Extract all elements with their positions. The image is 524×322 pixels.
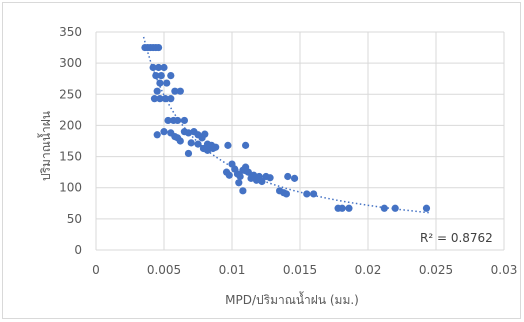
x-tick-label: 0.025 <box>419 263 453 277</box>
data-point <box>154 43 163 52</box>
data-point <box>149 63 157 72</box>
data-point <box>236 172 244 181</box>
y-tick-label: 0 <box>74 243 82 257</box>
y-tick-label: 200 <box>59 118 82 132</box>
data-point <box>194 140 202 148</box>
data-points <box>141 43 431 212</box>
data-point <box>284 172 292 181</box>
x-tick-label: 0 <box>92 263 100 277</box>
data-point <box>171 87 179 95</box>
data-point <box>225 171 233 179</box>
data-point <box>157 72 165 80</box>
data-point <box>152 72 160 80</box>
x-tick-label: 0.03 <box>491 263 518 277</box>
data-point <box>244 168 252 176</box>
data-point <box>184 129 193 137</box>
data-point <box>282 190 290 198</box>
y-tick-label: 50 <box>67 212 82 226</box>
data-point <box>167 72 175 80</box>
data-point <box>176 137 184 145</box>
x-tick-label: 0.005 <box>147 263 181 277</box>
data-point <box>199 144 208 153</box>
data-point <box>153 131 161 139</box>
chart-frame <box>2 2 521 319</box>
data-point <box>391 204 399 212</box>
data-point <box>160 128 168 136</box>
y-axis-title: ปริมาณน้ำฝน <box>37 111 53 181</box>
x-tick-label: 0.01 <box>219 263 246 277</box>
data-point <box>187 139 195 147</box>
data-point <box>303 190 311 198</box>
data-point <box>180 116 188 125</box>
data-point <box>209 144 217 153</box>
data-point <box>154 63 163 72</box>
data-point <box>258 177 266 186</box>
data-point <box>156 95 164 103</box>
data-point <box>153 87 161 95</box>
x-tick-label: 0.015 <box>283 263 317 277</box>
data-point <box>167 95 175 103</box>
x-axis-title: MPD/ปริมาณน้ำฝน (มม.) <box>225 291 359 307</box>
y-tick-label: 150 <box>59 150 82 164</box>
data-point <box>242 141 250 149</box>
data-point <box>156 79 164 87</box>
data-point <box>164 116 172 125</box>
y-tick-label: 350 <box>59 25 82 39</box>
data-point <box>239 187 247 195</box>
data-point <box>345 204 353 212</box>
y-tick-label: 250 <box>59 87 82 101</box>
y-tick-label: 300 <box>59 56 82 70</box>
data-point <box>176 87 184 95</box>
data-point <box>224 141 232 149</box>
data-point <box>266 174 274 182</box>
data-point <box>235 179 243 187</box>
data-point <box>380 204 388 212</box>
data-point <box>163 79 171 87</box>
x-tick-labels: 0 0.005 0.01 0.015 0.02 0.025 0.03 <box>92 263 517 277</box>
y-tick-label: 100 <box>59 181 82 195</box>
r-squared-label: R² = 0.8762 <box>420 231 493 245</box>
data-point <box>310 190 318 198</box>
data-point <box>161 95 169 103</box>
data-point <box>160 63 168 72</box>
x-tick-label: 0.02 <box>355 263 382 277</box>
data-point <box>422 204 431 212</box>
trendline <box>142 36 430 214</box>
data-point <box>150 95 159 103</box>
y-tick-labels: 0 50 100 150 200 250 300 350 <box>59 25 82 257</box>
data-point <box>174 116 182 125</box>
data-point <box>290 174 299 182</box>
data-point <box>201 130 209 138</box>
data-point <box>338 204 346 212</box>
data-point <box>184 149 193 158</box>
